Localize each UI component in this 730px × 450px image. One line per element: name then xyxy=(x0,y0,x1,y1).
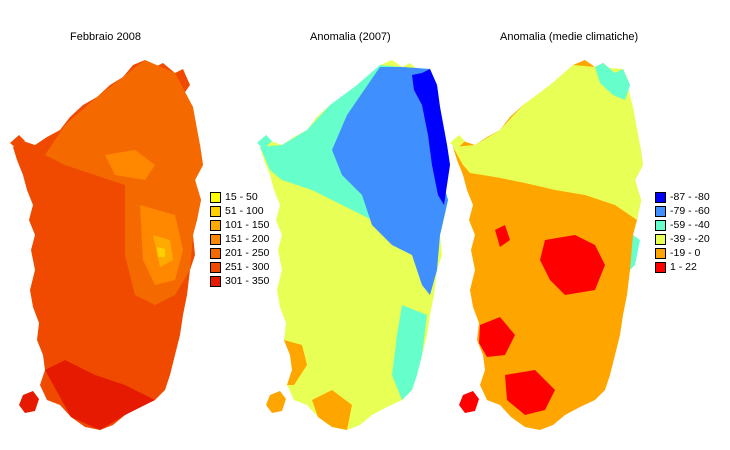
region-east-coast-cyan xyxy=(630,235,640,270)
region-east-blue xyxy=(332,67,450,295)
legend-swatch xyxy=(655,261,666,273)
map-title-anomaly-climatic: Anomalia (medie climatiche) xyxy=(500,31,639,43)
map-panel-february-2008 xyxy=(5,55,225,440)
legend-swatch xyxy=(210,275,221,287)
legend-swatch xyxy=(210,205,221,217)
map-panel-anomaly-climatic xyxy=(445,55,665,440)
legend-item: -59 - -40 xyxy=(655,218,710,232)
region-east-coast-deep xyxy=(412,69,450,205)
legend-swatch xyxy=(655,233,666,245)
legend-item: -79 - -60 xyxy=(655,204,710,218)
legend-swatch xyxy=(210,219,221,231)
region-west-red xyxy=(495,225,510,247)
legend-item: 101 - 150 xyxy=(210,218,269,232)
legend-item: 51 - 100 xyxy=(210,204,269,218)
legend-swatch xyxy=(210,261,221,273)
map-title-february-2008: Febbraio 2008 xyxy=(70,31,141,43)
legend-label: 51 - 100 xyxy=(225,205,264,217)
legend-label: -59 - -40 xyxy=(670,219,710,231)
legend-item: 151 - 200 xyxy=(210,232,269,246)
legend-label: 151 - 200 xyxy=(225,233,270,245)
legend-swatch xyxy=(210,191,221,203)
legend-label: -87 - -80 xyxy=(670,191,710,203)
legend-anomaly: -87 - -80 -79 - -60 -59 - -40 -39 - -20 … xyxy=(655,190,710,274)
legend-swatch xyxy=(210,233,221,245)
sardinia-map-anomaly-climatic xyxy=(450,60,643,430)
legend-item: -87 - -80 xyxy=(655,190,710,204)
legend-label: 101 - 150 xyxy=(225,219,270,231)
legend-swatch xyxy=(655,219,666,231)
legend-item: -39 - -20 xyxy=(655,232,710,246)
region-southwest-red xyxy=(479,317,515,357)
map-panel-anomaly-2007 xyxy=(252,55,472,440)
legend-swatch xyxy=(655,191,666,203)
region-north-yellow xyxy=(453,65,643,220)
legend-item: 1 - 22 xyxy=(655,260,710,274)
region-ne-cyan xyxy=(595,63,630,100)
legend-label: -39 - -20 xyxy=(670,233,710,245)
region-south-red xyxy=(505,370,555,415)
legend-swatch xyxy=(655,205,666,217)
legend-label: 301 - 350 xyxy=(225,275,270,287)
region-sw-cyan xyxy=(392,305,427,400)
region-north-plateau xyxy=(105,150,155,180)
legend-swatch xyxy=(210,247,221,259)
sardinia-map-february-2008 xyxy=(10,60,203,430)
legend-label: 251 - 300 xyxy=(225,261,270,273)
legend-label: 1 - 22 xyxy=(670,261,697,273)
legend-label: -19 - 0 xyxy=(670,247,701,259)
legend-label: 201 - 250 xyxy=(225,247,270,259)
region-peak-top xyxy=(157,247,165,257)
region-south-orange xyxy=(284,340,307,385)
legend-label: -79 - -60 xyxy=(670,205,710,217)
legend-item: 251 - 300 xyxy=(210,260,269,274)
region-south-coast-orange xyxy=(312,390,352,430)
legend-label: 15 - 50 xyxy=(225,191,258,203)
sardinia-map-anomaly-2007 xyxy=(257,60,450,430)
legend-february-2008: 15 - 50 51 - 100 101 - 150 151 - 200 201… xyxy=(210,190,269,288)
region-north xyxy=(45,60,203,195)
legend-item: -19 - 0 xyxy=(655,246,710,260)
legend-item: 15 - 50 xyxy=(210,190,269,204)
map-title-anomaly-2007: Anomalia (2007) xyxy=(310,31,391,43)
legend-item: 301 - 350 xyxy=(210,274,269,288)
region-center-red xyxy=(540,235,605,295)
legend-swatch xyxy=(655,247,666,259)
legend-item: 201 - 250 xyxy=(210,246,269,260)
region-south xyxy=(45,360,155,430)
